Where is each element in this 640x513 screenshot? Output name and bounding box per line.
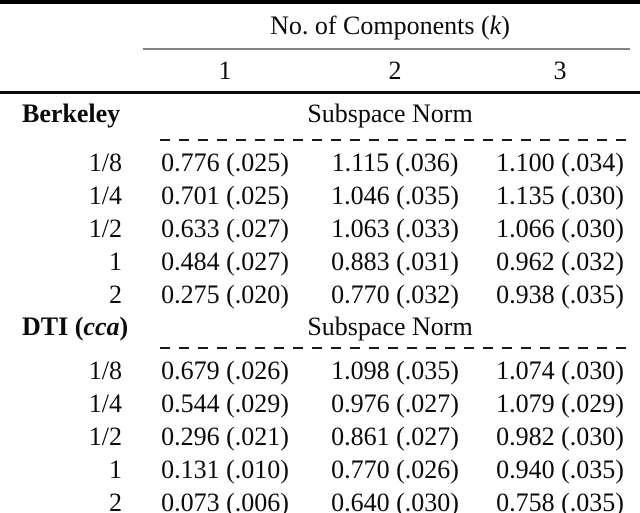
row-label: 1 bbox=[109, 246, 122, 276]
table-cell: 1.135 (.030) bbox=[496, 180, 624, 210]
top-rule bbox=[0, 0, 640, 4]
table-cell: 0.131 (.010) bbox=[161, 454, 289, 484]
table-cell: 0.701 (.025) bbox=[161, 180, 289, 210]
row-label: 1/4 bbox=[88, 180, 122, 210]
table-cell: 0.758 (.035) bbox=[496, 487, 624, 513]
table-cell: 0.770 (.032) bbox=[331, 279, 459, 309]
table-row: 1/4 0.544 (.029) 0.976 (.027) 1.079 (.02… bbox=[0, 387, 640, 420]
table-cell: 0.296 (.021) bbox=[161, 421, 289, 451]
row-label: 2 bbox=[109, 487, 122, 513]
table-cell: 1.098 (.035) bbox=[331, 355, 459, 385]
table-cell: 1.066 (.030) bbox=[496, 213, 624, 243]
table-cell: 0.861 (.027) bbox=[331, 421, 459, 451]
section-name-berkeley: Berkeley bbox=[0, 101, 140, 127]
header-midrule-row bbox=[0, 48, 640, 50]
table-cell: 1.115 (.036) bbox=[331, 147, 459, 177]
column-header-k3: 3 bbox=[553, 55, 567, 85]
section-name-text: DTI ( bbox=[22, 311, 84, 341]
section-name-suffix: ) bbox=[119, 311, 129, 341]
table-row: 1/8 0.776 (.025) 1.115 (.036) 1.100 (.03… bbox=[0, 146, 640, 179]
table-cell: 0.484 (.027) bbox=[161, 246, 289, 276]
table-row: 1/8 0.679 (.026) 1.098 (.035) 1.074 (.03… bbox=[0, 354, 640, 387]
table-title-variable: k bbox=[489, 11, 502, 40]
column-header-k1: 1 bbox=[218, 55, 232, 85]
table-row: 1 0.484 (.027) 0.883 (.031) 0.962 (.032) bbox=[0, 245, 640, 278]
section-metric-label: Subspace Norm bbox=[307, 311, 473, 341]
table-cell: 1.079 (.029) bbox=[496, 388, 624, 418]
row-label: 2 bbox=[109, 279, 122, 309]
section-name-dti: DTI (cca) bbox=[0, 311, 140, 341]
table-cell: 0.940 (.035) bbox=[496, 454, 624, 484]
table-cell: 0.776 (.025) bbox=[161, 147, 289, 177]
column-header-row: 1 2 3 bbox=[0, 50, 640, 91]
table-cell: 0.883 (.031) bbox=[331, 246, 459, 276]
table-title: No. of Components (k) bbox=[140, 13, 640, 39]
table-cell: 1.074 (.030) bbox=[496, 355, 624, 385]
section-name-text: Berkeley bbox=[22, 99, 121, 128]
table-row: 1 0.131 (.010) 0.770 (.026) 0.940 (.035) bbox=[0, 453, 640, 486]
table-row: 1/2 0.296 (.021) 0.861 (.027) 0.982 (.03… bbox=[0, 420, 640, 453]
table-cell: 0.938 (.035) bbox=[496, 279, 624, 309]
table-cell: 0.073 (.006) bbox=[161, 487, 289, 513]
table-cell: 0.679 (.026) bbox=[161, 355, 289, 385]
row-label: 1/2 bbox=[88, 421, 122, 451]
table-cell: 1.063 (.033) bbox=[331, 213, 459, 243]
row-label: 1/2 bbox=[88, 213, 122, 243]
table-cell: 0.544 (.029) bbox=[161, 388, 289, 418]
row-label: 1/8 bbox=[88, 355, 122, 385]
dashed-rule-row bbox=[0, 134, 640, 146]
section-name-italic: cca bbox=[83, 311, 120, 341]
table-cell: 0.962 (.032) bbox=[496, 246, 624, 276]
header-midrule bbox=[143, 48, 630, 50]
table-cell: 0.633 (.027) bbox=[161, 213, 289, 243]
table-row: 2 0.275 (.020) 0.770 (.032) 0.938 (.035) bbox=[0, 278, 640, 311]
table-cell: 1.046 (.035) bbox=[331, 180, 459, 210]
row-label: 1/8 bbox=[88, 147, 122, 177]
column-header-k2: 2 bbox=[388, 55, 402, 85]
table-cell: 0.976 (.027) bbox=[331, 388, 459, 418]
section-header-berkeley: Berkeley Subspace Norm bbox=[0, 94, 640, 134]
table-row: 2 0.073 (.006) 0.640 (.030) 0.758 (.035) bbox=[0, 486, 640, 513]
dashed-rule bbox=[160, 139, 632, 141]
section-header-dti: DTI (cca) Subspace Norm bbox=[0, 311, 640, 342]
row-label: 1 bbox=[109, 454, 122, 484]
row-label: 1/4 bbox=[88, 388, 122, 418]
table-cell: 0.770 (.026) bbox=[331, 454, 459, 484]
table-cell: 0.275 (.020) bbox=[161, 279, 289, 309]
table-row: 1/2 0.633 (.027) 1.063 (.033) 1.066 (.03… bbox=[0, 212, 640, 245]
header-rule bbox=[0, 91, 640, 94]
table-title-suffix: ) bbox=[501, 11, 510, 40]
table-row: 1/4 0.701 (.025) 1.046 (.035) 1.135 (.03… bbox=[0, 179, 640, 212]
table-title-text: No. of Components ( bbox=[270, 11, 490, 40]
table-header-title-row: No. of Components (k) bbox=[0, 4, 640, 48]
dashed-rule bbox=[160, 347, 632, 349]
section-metric-label: Subspace Norm bbox=[307, 99, 473, 128]
table-cell: 1.100 (.034) bbox=[496, 147, 624, 177]
table-cell: 0.640 (.030) bbox=[331, 487, 459, 513]
dashed-rule-row bbox=[0, 342, 640, 354]
table-cell: 0.982 (.030) bbox=[496, 421, 624, 451]
